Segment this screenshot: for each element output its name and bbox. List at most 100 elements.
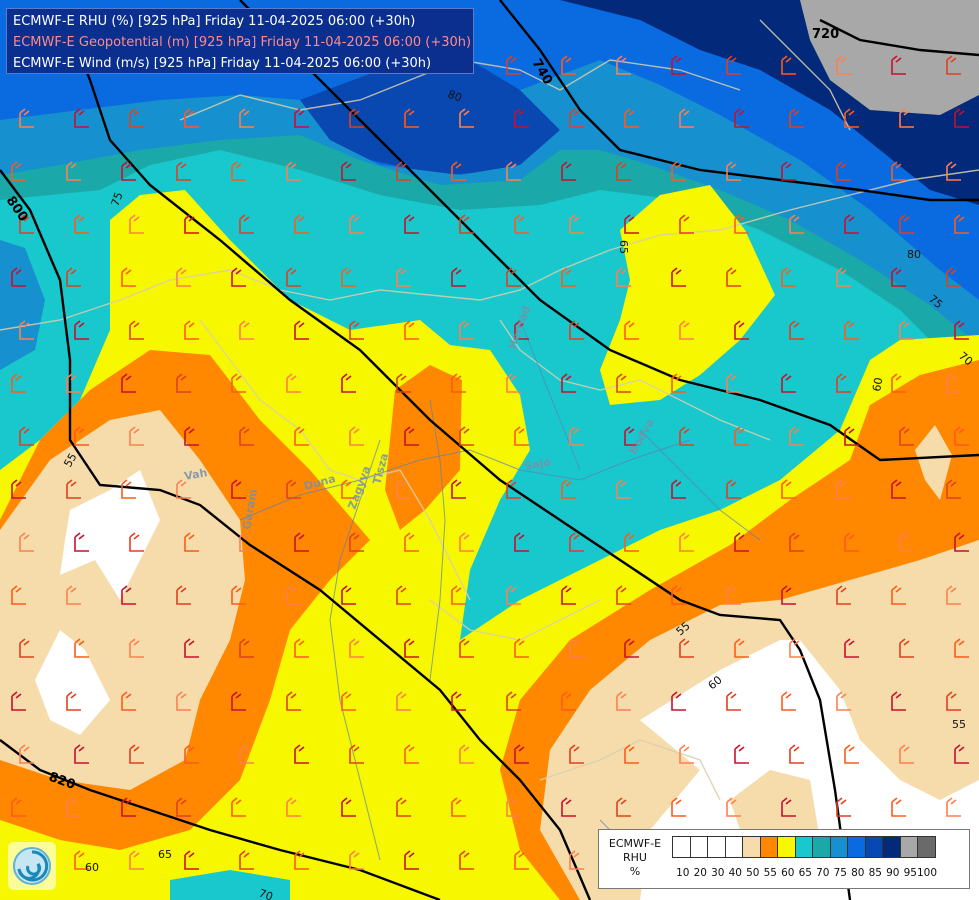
wind-barb — [726, 691, 741, 711]
wind-barb — [19, 108, 34, 128]
wind-barb — [514, 532, 529, 552]
wind-barb — [679, 532, 694, 552]
legend-tick-label: 50 — [746, 867, 760, 879]
wind-barb — [74, 850, 89, 870]
wind-barb — [11, 691, 26, 711]
river — [429, 399, 446, 681]
wind-barb — [954, 426, 969, 446]
river-label-vah: Vah — [183, 466, 208, 483]
wind-barb — [349, 850, 364, 870]
wind-barb — [294, 532, 309, 552]
wind-barb — [891, 373, 906, 393]
rhu-contour-label: 70 — [257, 887, 275, 900]
wind-barb — [396, 479, 411, 499]
wind-barb — [459, 638, 474, 658]
legend-tick-label: 100 — [917, 867, 938, 879]
wind-barb — [514, 850, 529, 870]
wind-barb — [341, 585, 356, 605]
wind-barb — [239, 320, 254, 340]
wind-barb — [561, 691, 576, 711]
legend-swatch — [759, 836, 778, 858]
rhu-contour-label: 75 — [109, 190, 126, 208]
wind-barb — [294, 108, 309, 128]
wind-barb — [184, 638, 199, 658]
wind-barb — [679, 108, 694, 128]
wind-barb — [671, 585, 686, 605]
legend-tick-label: 90 — [886, 867, 900, 879]
legend-swatch — [777, 836, 796, 858]
wind-barb — [11, 373, 26, 393]
river — [329, 439, 381, 861]
wind-barb — [349, 744, 364, 764]
wind-barb — [286, 797, 301, 817]
rhu-fill-tan-east-pocket — [915, 425, 952, 500]
rhu-contour-label: 80 — [446, 88, 464, 105]
legend-tick-label: 65 — [798, 867, 812, 879]
legend-tick-label: 85 — [868, 867, 882, 879]
wind-barb — [671, 373, 686, 393]
wind-barb — [781, 161, 796, 181]
wind-barb — [789, 638, 804, 658]
legend-swatches — [672, 836, 936, 858]
wind-barb — [891, 585, 906, 605]
wind-barb — [946, 161, 961, 181]
wind-barb — [19, 744, 34, 764]
wind-barb — [789, 532, 804, 552]
wind-barb — [789, 744, 804, 764]
wind-barb — [239, 214, 254, 234]
wind-barb — [891, 267, 906, 287]
wind-barb — [239, 426, 254, 446]
wind-barb — [899, 744, 914, 764]
wind-barb — [954, 638, 969, 658]
wind-barb — [74, 108, 89, 128]
rhu-contour-label: 65 — [617, 240, 630, 254]
wind-barb — [349, 108, 364, 128]
wind-barb — [404, 426, 419, 446]
wind-barb — [11, 479, 26, 499]
wind-barb — [11, 797, 26, 817]
wind-barb — [11, 585, 26, 605]
wind-barb — [836, 585, 851, 605]
wind-barb — [451, 373, 466, 393]
wind-barb — [954, 108, 969, 128]
legend-swatch — [724, 836, 743, 858]
wind-barb — [396, 161, 411, 181]
wind-barb — [121, 479, 136, 499]
wind-barb — [184, 850, 199, 870]
wind-barb — [19, 638, 34, 658]
wind-barb — [946, 55, 961, 75]
wind-barb — [836, 55, 851, 75]
wind-barb — [616, 373, 631, 393]
wind-barb — [506, 267, 521, 287]
wind-barb — [341, 267, 356, 287]
wind-barb — [624, 320, 639, 340]
legend-ticks: 10 20 30 40 50 55 60 65 70 75 80 85 90 95 100 — [672, 867, 938, 881]
wind-barb — [781, 585, 796, 605]
wind-barb — [954, 214, 969, 234]
wind-barb — [349, 532, 364, 552]
legend-tick-label: 10 — [676, 867, 690, 879]
wind-barb — [66, 585, 81, 605]
wind-barb — [679, 320, 694, 340]
wind-barb — [899, 320, 914, 340]
wind-barb — [679, 214, 694, 234]
wind-barb — [734, 320, 749, 340]
legend-swatch — [882, 836, 901, 858]
wind-barb — [616, 691, 631, 711]
wind-barb — [451, 161, 466, 181]
wind-barb — [176, 373, 191, 393]
wind-barb — [396, 691, 411, 711]
wind-barb — [239, 638, 254, 658]
rhu-legend: ECMWF-E RHU % 10 20 30 40 50 55 60 65 70 75 80 85 90… — [598, 829, 970, 889]
wind-barb — [129, 638, 144, 658]
wind-barb — [74, 744, 89, 764]
wind-barb — [789, 320, 804, 340]
legend-swatch — [917, 836, 936, 858]
map-title-box: ECMWF-E RHU (%) [925 hPa] Friday 11-04-2… — [6, 8, 474, 74]
wind-barb — [624, 744, 639, 764]
wind-barb — [176, 479, 191, 499]
wind-barb — [396, 267, 411, 287]
legend-unit: % — [629, 865, 641, 878]
geopotential-label: 720 — [812, 27, 839, 42]
wind-barb — [341, 691, 356, 711]
